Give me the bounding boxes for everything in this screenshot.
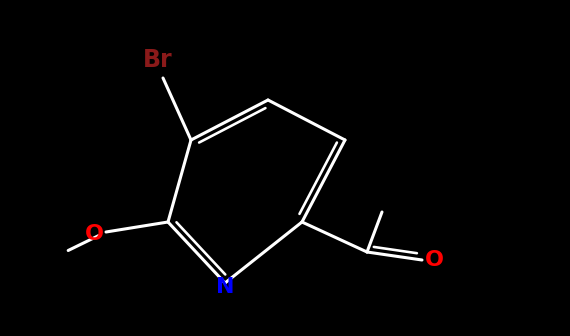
Text: O: O	[425, 250, 443, 270]
Text: N: N	[216, 277, 234, 297]
Text: O: O	[84, 224, 104, 244]
Text: Br: Br	[143, 48, 173, 72]
